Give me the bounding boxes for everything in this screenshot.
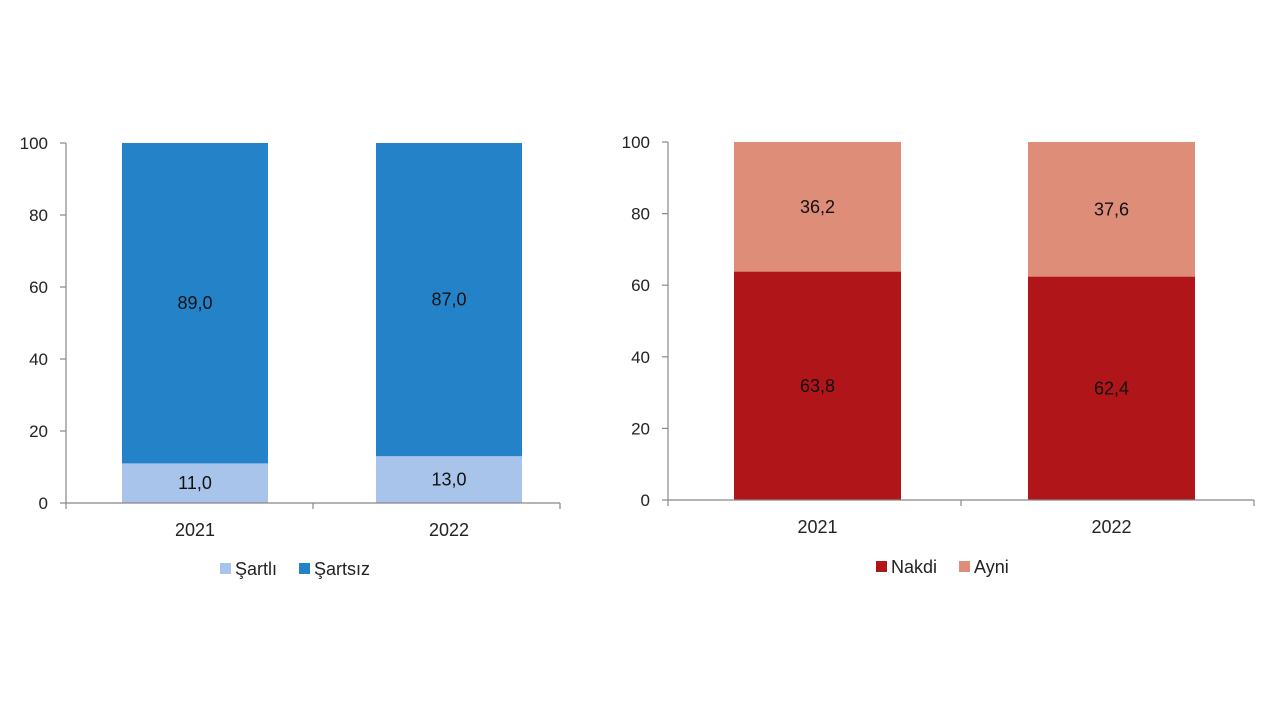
legend-label: Şartsız — [314, 559, 370, 579]
legend: Şartlı Şartsız — [220, 559, 370, 579]
y-tick-label: 100 — [622, 133, 650, 152]
bar-2021-Ayni — [734, 142, 901, 272]
y-tick-label: 80 — [631, 205, 650, 224]
legend-swatch — [876, 561, 887, 572]
data-label: 36,2 — [800, 197, 835, 217]
x-category-label: 2021 — [175, 520, 215, 540]
x-category-label: 2021 — [797, 517, 837, 537]
data-label: 13,0 — [431, 470, 466, 490]
data-label: 89,0 — [177, 293, 212, 313]
legend-swatch — [299, 563, 311, 574]
y-tick-label: 0 — [641, 491, 650, 510]
y-tick-label: 60 — [29, 278, 48, 297]
y-tick-label: 60 — [631, 276, 650, 295]
y-tick-label: 0 — [39, 494, 48, 513]
y-tick-label: 20 — [631, 419, 650, 438]
bar-2021-Şartsız — [122, 143, 268, 464]
legend-label: Nakdi — [891, 557, 937, 577]
data-label: 62,4 — [1094, 378, 1129, 398]
bar-2022-Şartlı — [376, 456, 522, 503]
data-label: 37,6 — [1094, 199, 1129, 219]
bar-2021-Şartlı — [122, 463, 268, 503]
data-label: 11,0 — [178, 473, 212, 493]
bar-2022-Nakdi — [1028, 276, 1195, 500]
data-label: 87,0 — [431, 290, 466, 310]
y-tick-label: 40 — [631, 348, 650, 367]
x-category-label: 2022 — [1091, 517, 1131, 537]
y-tick-label: 80 — [29, 206, 48, 225]
y-tick-label: 20 — [29, 422, 48, 441]
y-tick-label: 40 — [29, 350, 48, 369]
legend-label: Şartlı — [235, 559, 277, 579]
y-tick-label: 100 — [20, 134, 48, 153]
bar-2022-Ayni — [1028, 142, 1195, 277]
legend-label: Ayni — [974, 557, 1009, 577]
chart-sartli-sartsiz: 11,0 89,0 13,0 87,0 0 20 40 60 80 100 2021 2022 Şart… — [20, 134, 561, 579]
legend: Nakdi Ayni — [876, 557, 1009, 577]
bar-2022-Şartsız — [376, 143, 522, 457]
chart-nakdi-ayni: 63,8 36,2 62,4 37,6 0 20 40 60 80 100 2021 2022 Nakd… — [622, 133, 1255, 577]
legend-swatch — [959, 561, 971, 572]
bar-2021-Nakdi — [734, 271, 901, 500]
x-category-label: 2022 — [429, 520, 469, 540]
data-label: 63,8 — [800, 376, 835, 396]
legend-swatch — [220, 563, 231, 574]
